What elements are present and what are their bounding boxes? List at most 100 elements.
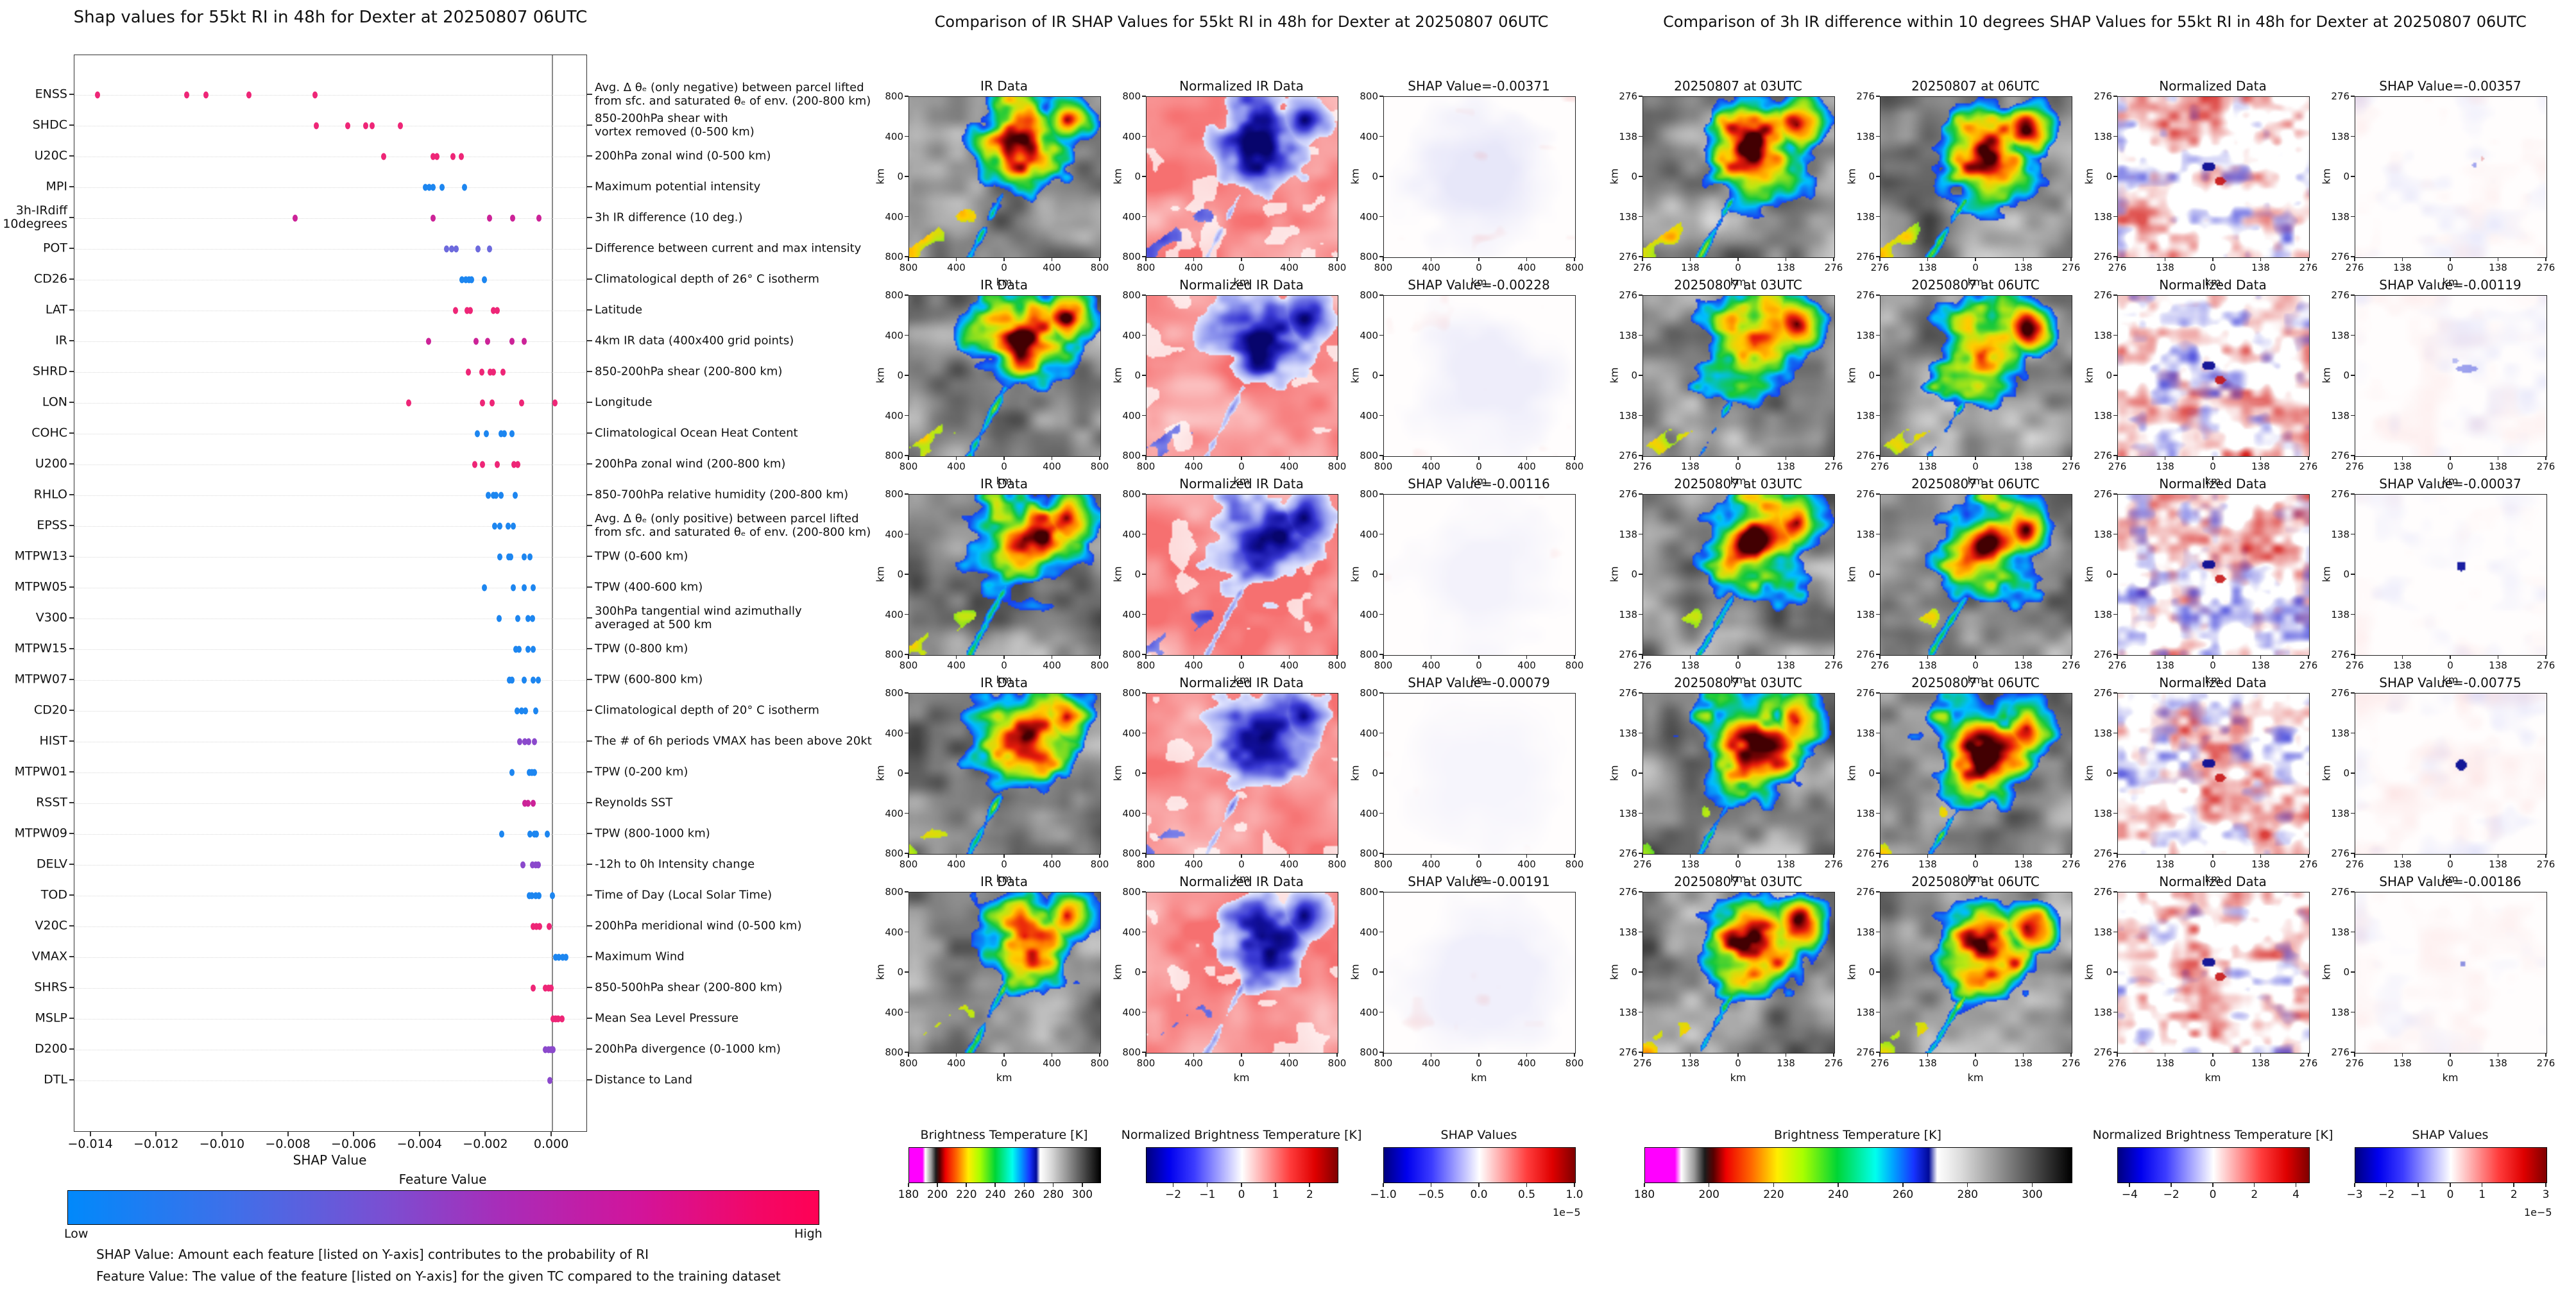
y-tick-label-V300: V300	[35, 610, 67, 625]
map-shap-row2	[1383, 295, 1576, 457]
map-title: Normalized IR Data	[1179, 874, 1304, 889]
map-y-tick-mark	[2113, 533, 2117, 535]
y-tick-label-DTL: DTL	[44, 1072, 67, 1087]
shap-dot	[431, 184, 436, 191]
map-y-axis-unit: km	[2083, 765, 2095, 781]
map-x-axis-unit: km	[1967, 873, 1984, 885]
map-y-axis-unit: km	[1845, 367, 1858, 384]
map-y-tick-label: 800	[885, 488, 903, 500]
map-x-tick-label: 276	[2061, 660, 2081, 671]
map-x-tick-mark	[1099, 1053, 1100, 1057]
desc-tick-mark	[587, 1048, 592, 1050]
map-x-axis-unit: km	[1730, 475, 1746, 487]
map-y-axis-unit: km	[1608, 168, 1621, 185]
map-y-tick-label: 400	[1360, 807, 1378, 819]
map-x-tick-label: 276	[1824, 1057, 1843, 1069]
shap-dot	[492, 522, 498, 530]
map-y-tick-mark	[2351, 493, 2355, 495]
map-y-tick-mark	[905, 493, 908, 495]
map-x-tick-label: 800	[1374, 1057, 1393, 1069]
map-title: IR Data	[980, 476, 1028, 491]
map-x-tick-label: 0	[1735, 461, 1741, 472]
shap-dot	[511, 584, 516, 592]
shap-dot	[454, 245, 459, 253]
map-x-tick-label: 138	[1681, 262, 1700, 273]
map-y-tick-label: 276	[2331, 289, 2350, 301]
map-x-tick-label: 138	[1681, 660, 1700, 671]
colorbar-tick-mark	[1773, 1183, 1775, 1187]
map-x-tick-mark	[1689, 1053, 1691, 1057]
colorbar-tick-label: 280	[1957, 1188, 1979, 1201]
colorbar-tick-mark	[2031, 1183, 2033, 1187]
map-x-tick-label: 0	[2210, 262, 2216, 273]
map-y-tick-mark	[1639, 613, 1642, 615]
y-tick-label-MPI: MPI	[46, 179, 67, 194]
shap-dot	[509, 676, 515, 684]
y-tick-mark	[69, 1079, 74, 1080]
map-x-tick-label: 800	[1090, 660, 1109, 671]
map-x-tick-mark	[1288, 257, 1290, 261]
map-x-tick-label: 0	[2447, 660, 2453, 671]
feature-gridline	[74, 526, 586, 527]
map-y-tick-mark	[905, 971, 908, 973]
map-title: 20250807 at 03UTC	[1674, 476, 1802, 491]
map-x-tick-label: 400	[1184, 461, 1203, 472]
y-tick-mark	[69, 617, 74, 619]
map-y-tick-label: 138	[2094, 1006, 2112, 1018]
shap-dot	[345, 122, 350, 130]
map-x-tick-mark	[1526, 456, 1528, 460]
map-y-tick-label: 0	[1868, 767, 1875, 779]
map-x-tick-mark	[1003, 257, 1005, 261]
colorbar-tick-label: −2	[2163, 1188, 2179, 1201]
colorbar-tick-mark	[2481, 1183, 2483, 1187]
map-y-tick-label: 276	[2331, 251, 2350, 262]
map-y-tick-mark	[1876, 295, 1880, 296]
map-x-tick-mark	[2545, 456, 2546, 460]
map-x-tick-label: 400	[1517, 461, 1536, 472]
map-shap-row5	[2355, 892, 2547, 1054]
map-y-axis-unit: km	[1845, 765, 1858, 781]
map-y-tick-mark	[905, 812, 908, 814]
map-y-tick-mark	[2113, 931, 2117, 933]
map-y-tick-label: 0	[2106, 171, 2112, 182]
map-x-tick-mark	[1574, 456, 1575, 460]
map-x-tick-label: 0	[1238, 461, 1245, 472]
feature-desc-SHRS: 850-500hPa shear (200-800 km)	[595, 980, 783, 994]
colorbar-tick-mark	[2354, 1183, 2355, 1187]
map-x-tick-mark	[1241, 854, 1242, 858]
desc-tick-mark	[587, 740, 592, 742]
map-y-tick-label: 0	[897, 966, 903, 978]
map-y-tick-label: 276	[2331, 450, 2350, 461]
map-normalized-diff-row5	[2117, 892, 2310, 1054]
map-x-tick-mark	[908, 1053, 909, 1057]
y-tick-mark	[69, 894, 74, 896]
map-y-tick-mark	[2351, 256, 2355, 257]
map-y-axis-unit: km	[874, 964, 887, 980]
map-x-tick-mark	[2308, 257, 2309, 261]
map-ir-row3	[908, 494, 1101, 656]
map-x-axis-unit: km	[1730, 276, 1746, 288]
map-y-tick-mark	[1379, 334, 1383, 336]
colorbar-tick-mark	[2513, 1183, 2514, 1187]
desc-tick-mark	[587, 309, 592, 311]
map-x-tick-label: 800	[1565, 660, 1584, 671]
map-y-tick-label: 138	[2094, 130, 2112, 142]
shap-dot	[480, 461, 486, 468]
y-tick-label-3h-IRdiff: 3h-IRdiff 10degrees	[3, 203, 67, 231]
map-x-tick-mark	[1785, 257, 1787, 261]
map-y-tick-mark	[2351, 574, 2355, 575]
map-x-tick-label: 0	[1001, 262, 1007, 273]
map-y-axis-unit: km	[2083, 566, 2095, 583]
map-y-tick-label: 138	[2331, 727, 2350, 739]
map-title: Normalized IR Data	[1179, 675, 1304, 690]
map-x-axis-unit: km	[2442, 1071, 2459, 1084]
map-x-tick-label: 0	[2210, 858, 2216, 870]
feature-gridline	[74, 1080, 586, 1081]
map-x-tick-label: 138	[2156, 1057, 2174, 1069]
shap-dot	[527, 769, 533, 776]
map-y-tick-label: 276	[1619, 488, 1637, 500]
map-x-tick-label: 138	[2156, 461, 2174, 472]
shap-dot	[459, 153, 464, 160]
y-tick-label-SHRS: SHRS	[34, 980, 67, 994]
map-x-tick-mark	[1430, 257, 1432, 261]
